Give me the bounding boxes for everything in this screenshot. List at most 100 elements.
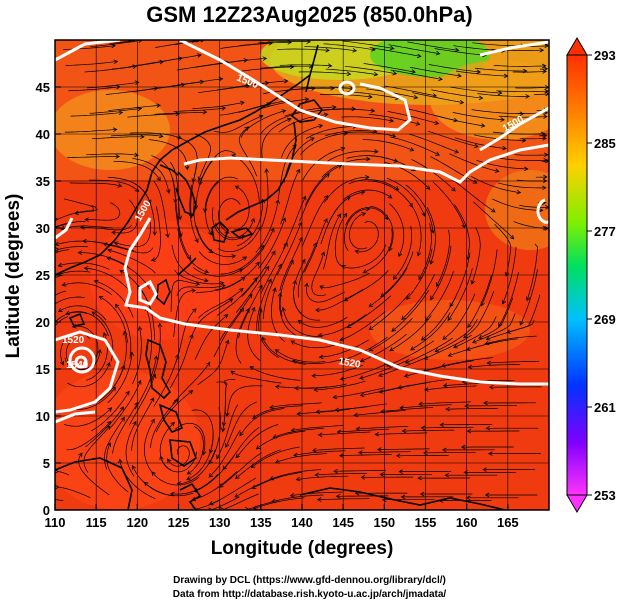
streamline-arrow (118, 110, 124, 116)
streamline (401, 273, 435, 320)
streamline-arrow (270, 227, 275, 233)
streamline (305, 126, 357, 140)
coast-asia-mainland (55, 74, 311, 276)
streamline (367, 180, 413, 208)
streamline-arrow (323, 218, 328, 223)
streamline (174, 422, 206, 455)
streamline (194, 455, 235, 492)
streamline-arrow (444, 472, 449, 478)
streamline (468, 363, 521, 368)
streamline (492, 198, 543, 211)
streamline-arrow (134, 187, 140, 192)
streamline (236, 80, 288, 88)
streamline (343, 208, 370, 251)
streamline-arrow (231, 254, 237, 259)
streamline-arrow (112, 127, 118, 132)
streamline-arrow (454, 47, 460, 53)
streamline-arrow (346, 71, 352, 77)
streamline (160, 451, 197, 473)
streamline-arrow (261, 336, 266, 342)
streamline (239, 408, 284, 436)
streamline-arrow (244, 506, 250, 510)
contour-label-6: 1540 (66, 360, 89, 371)
streamline-arrow (488, 451, 493, 456)
streamline-arrow (78, 452, 83, 458)
streamline (236, 199, 264, 247)
colorbar-tick-label: 277 (594, 224, 616, 239)
streamline-arrow (544, 226, 549, 231)
streamline (252, 405, 303, 419)
coast-hokkaido (290, 99, 324, 123)
streamline-arrow (159, 455, 164, 461)
streamline-arrow (225, 412, 230, 417)
streamline (106, 257, 150, 290)
streamline (170, 162, 181, 220)
streamline-arrow (258, 114, 264, 119)
streamline (325, 68, 378, 76)
streamline (398, 378, 450, 389)
streamline (155, 40, 196, 48)
streamline-arrow (400, 494, 406, 500)
streamline-arrow (269, 476, 274, 481)
streamline (173, 107, 226, 112)
streamline-arrow (506, 329, 511, 334)
streamline-arrow (401, 315, 406, 321)
streamline (327, 150, 378, 162)
streamline (425, 271, 454, 321)
streamline-arrow (478, 334, 484, 339)
streamline-arrow (234, 493, 239, 498)
streamline-arrow (483, 400, 488, 406)
streamline-arrow (234, 185, 240, 190)
streamline-arrow (297, 319, 303, 325)
streamline-arrow (295, 476, 301, 482)
streamline (60, 225, 113, 230)
streamline (143, 419, 155, 474)
streamline-arrow (501, 299, 507, 305)
streamline (66, 421, 111, 451)
contour-west (123, 217, 549, 386)
streamline-arrow (497, 90, 503, 96)
streamline-arrow (406, 295, 411, 300)
streamline (91, 391, 130, 432)
streamline (299, 173, 330, 222)
streamline (515, 86, 549, 89)
streamline (214, 261, 260, 291)
streamline (251, 446, 300, 468)
streamline-arrow (258, 284, 263, 290)
streamline (223, 493, 259, 510)
streamline (177, 448, 216, 485)
streamline-arrow (249, 366, 255, 371)
streamline (369, 47, 421, 57)
streamline (424, 385, 477, 391)
streamline-arrow (184, 165, 190, 171)
streamline (347, 91, 399, 99)
streamline-arrow (106, 442, 111, 448)
streamline-arrow (413, 94, 419, 100)
streamline-arrow (416, 53, 422, 59)
colorbar-tick-label: 261 (594, 400, 616, 415)
streamline-arrow (490, 208, 496, 213)
streamline (55, 274, 64, 278)
streamline-arrow (207, 230, 213, 236)
streamline-arrow (192, 308, 197, 313)
streamline (311, 251, 326, 297)
streamline-arrow (189, 333, 194, 339)
streamline-arrow (509, 234, 515, 240)
streamline (410, 312, 451, 351)
streamline-arrow (333, 468, 338, 474)
streamline-arrow (275, 199, 280, 204)
streamline-arrow (290, 427, 296, 433)
streamline-arrow (417, 475, 422, 481)
streamline (55, 499, 64, 501)
streamline (519, 269, 538, 326)
streamline (471, 109, 524, 115)
x-tick-label: 115 (86, 515, 107, 530)
streamline-arrow (543, 114, 548, 119)
streamline-arrow (418, 275, 423, 281)
x-tick-label: 150 (373, 515, 395, 530)
field-ne-orange (430, 60, 549, 140)
streamline (275, 453, 327, 463)
colorbar: 293 285 277 269 261 253 (566, 37, 616, 513)
streamline-arrow (542, 185, 547, 191)
coast-ryukyu (177, 257, 197, 276)
